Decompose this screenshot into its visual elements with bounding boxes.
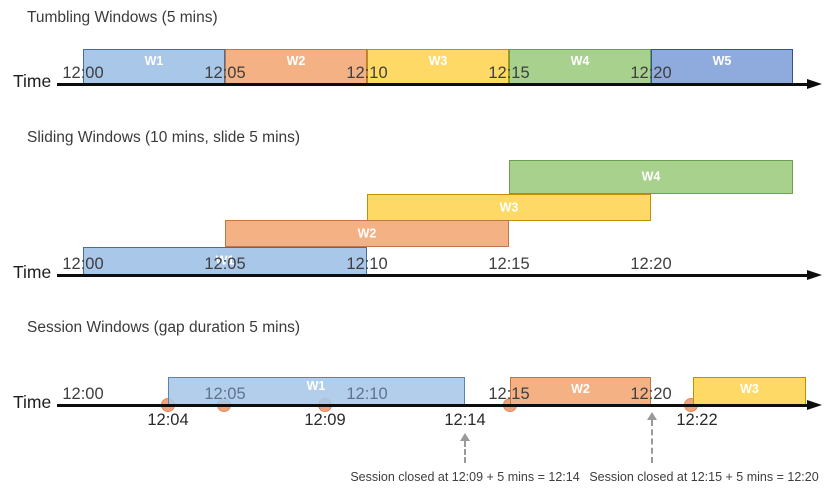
- event-time-1222: 12:22: [676, 411, 718, 429]
- session-tick-1205: 12:05: [204, 385, 246, 403]
- sliding-tick-1220: 12:20: [630, 255, 672, 273]
- session-window-w3: W3: [693, 377, 806, 405]
- sliding-axis-arrowhead-icon: [807, 270, 822, 280]
- window-label: W1: [144, 54, 164, 68]
- tumbling-window-w5: W5: [651, 49, 793, 84]
- tumbling-window-w2: W2: [225, 49, 367, 84]
- event-time-1214: 12:14: [444, 411, 486, 429]
- sliding-window-w4: W4: [509, 160, 793, 194]
- session-tick-1220: 12:20: [630, 385, 672, 403]
- window-label: W3: [499, 200, 519, 215]
- window-label: W4: [641, 169, 661, 184]
- window-label: W2: [286, 54, 306, 68]
- session-tick-1200: 12:00: [62, 385, 104, 403]
- sliding-tick-1205: 12:05: [204, 255, 246, 273]
- tumbling-tick-1205: 12:05: [204, 64, 246, 82]
- sliding-window-w2: W2: [225, 220, 509, 247]
- sliding-window-w3: W3: [367, 194, 651, 221]
- window-label: W3: [740, 382, 759, 396]
- window-label: W1: [215, 253, 235, 268]
- window-label: W4: [570, 54, 590, 68]
- tumbling-time-axis: [57, 83, 809, 86]
- sliding-tick-1215: 12:15: [488, 255, 530, 273]
- session-tick-1215: 12:15: [488, 385, 530, 403]
- tumbling-tick-1215: 12:15: [488, 64, 530, 82]
- dashed-arrow-line: [651, 420, 653, 463]
- window-label: W5: [712, 54, 732, 68]
- sliding-tick-1210: 12:10: [346, 255, 388, 273]
- session-axis-label: Time: [13, 392, 52, 412]
- tumbling-axis-arrowhead-icon: [807, 79, 822, 89]
- session-axis-arrowhead-icon: [807, 400, 822, 410]
- event-time-1204: 12:04: [147, 411, 189, 429]
- sliding-window-w1: W1: [83, 247, 367, 275]
- window-label: W2: [357, 226, 377, 241]
- session-window-w1-label: W1: [306, 379, 326, 393]
- tumbling-tick-1210: 12:10: [346, 64, 388, 82]
- session-closed-annotation-1: Session closed at 12:09 + 5 mins = 12:14: [350, 470, 580, 484]
- sliding-tick-1200: 12:00: [62, 255, 104, 273]
- event-time-1209: 12:09: [304, 411, 346, 429]
- window-label: W3: [428, 54, 448, 68]
- dashed-arrow-up-icon: [460, 433, 470, 441]
- tumbling-tick-1200: 12:00: [62, 64, 104, 82]
- tumbling-window-w4: W4: [509, 49, 651, 84]
- tumbling-tick-1220: 12:20: [630, 64, 672, 82]
- tumbling-axis-label: Time: [13, 71, 52, 91]
- session-section-title: Session Windows (gap duration 5 mins): [27, 319, 301, 336]
- dashed-arrow-up-icon: [647, 412, 657, 420]
- sliding-time-axis: [57, 274, 809, 277]
- window-label: W2: [571, 382, 590, 396]
- tumbling-section-title: Tumbling Windows (5 mins): [27, 9, 218, 26]
- session-tick-1210: 12:10: [346, 385, 388, 403]
- session-time-axis: [57, 404, 809, 407]
- sliding-section-title: Sliding Windows (10 mins, slide 5 mins): [27, 129, 301, 146]
- session-closed-annotation-2: Session closed at 12:15 + 5 mins = 12:20: [589, 470, 819, 484]
- dashed-arrow-line: [464, 441, 466, 463]
- sliding-axis-label: Time: [13, 262, 52, 282]
